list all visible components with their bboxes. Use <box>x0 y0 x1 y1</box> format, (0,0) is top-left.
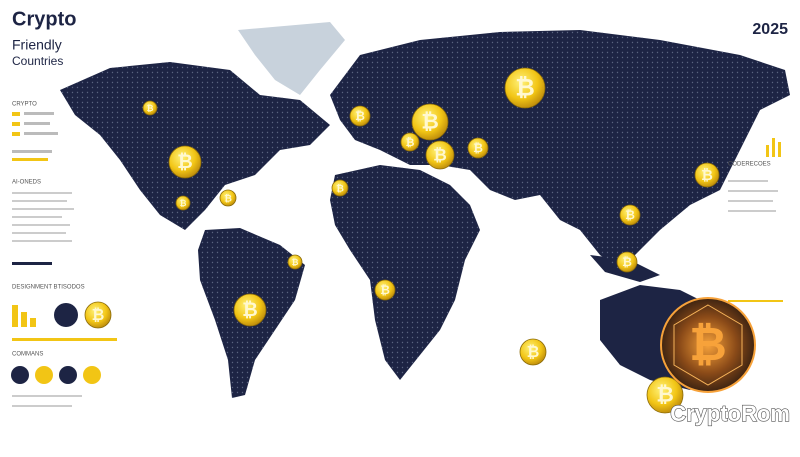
coin-symbol: ₿ <box>701 168 713 184</box>
coin-body <box>467 137 489 159</box>
coin-body <box>233 293 267 327</box>
coin: ₿ <box>233 293 267 327</box>
coin: ₿ <box>616 251 638 273</box>
coin-body <box>504 67 546 109</box>
coin-body <box>619 204 641 226</box>
coin: ₿ <box>287 254 303 270</box>
coin-symbol: ₿ <box>380 283 390 297</box>
subtitle: Countries <box>12 54 63 68</box>
coin-symbol: ₿ <box>92 306 105 324</box>
coin-body <box>660 297 756 393</box>
year: 2025 <box>752 21 788 38</box>
coin-symbol: ₿ <box>433 145 447 164</box>
coin: ₿ <box>694 162 720 188</box>
coin-symbol: ₿ <box>147 103 154 113</box>
coin-body <box>616 251 638 273</box>
coin-body <box>374 279 396 301</box>
panel-label: DESIGNMENT BTISODOS <box>12 285 85 291</box>
coin-symbol: ₿ <box>473 141 483 155</box>
coin: ₿ <box>467 137 489 159</box>
coin-body <box>400 132 420 152</box>
panel-label: CRYPTO <box>12 102 37 108</box>
coin-symbol: ₿ <box>177 152 193 173</box>
panel-label: COMMANS <box>12 352 43 358</box>
coin-symbol: ₿ <box>242 300 258 321</box>
coin-symbol: ₿ <box>527 343 540 361</box>
coin: ₿ <box>646 376 684 414</box>
coin: ₿ <box>84 301 112 329</box>
coin-body <box>349 105 371 127</box>
greenland <box>238 22 345 95</box>
coin-body <box>425 140 455 170</box>
coin-body <box>84 301 112 329</box>
coin-facets <box>673 304 743 386</box>
dot-overlay <box>60 30 790 398</box>
coin-symbol: ₿ <box>336 184 344 195</box>
coin-body <box>219 189 237 207</box>
coin-body <box>331 179 349 197</box>
coin: ₿ <box>504 67 546 109</box>
coin-symbol: ₿ <box>515 74 535 101</box>
watermark: CryptoRom <box>670 401 790 426</box>
featured-coin: ₿ <box>660 297 756 393</box>
coin-symbol: ₿ <box>406 137 415 149</box>
coin: ₿ <box>619 204 641 226</box>
coin: ₿ <box>331 179 349 197</box>
coin: ₿ <box>219 189 237 207</box>
coin-body <box>142 100 158 116</box>
coin-body <box>646 376 684 414</box>
coin-body <box>175 195 191 211</box>
right-panel-decor <box>728 138 783 302</box>
panel-label: CODERECOES <box>728 162 771 168</box>
left-panel-decor <box>11 112 117 407</box>
coin: ₿ <box>425 140 455 170</box>
panel-label: AI-ONEDS <box>12 180 41 186</box>
coin: ₿ <box>349 105 371 127</box>
coin-symbol: ₿ <box>689 318 727 370</box>
coin: ₿ <box>519 338 547 366</box>
coin-symbol: ₿ <box>625 208 635 222</box>
coin-symbol: ₿ <box>421 109 439 134</box>
coin-symbol: ₿ <box>224 194 232 205</box>
coin: ₿ <box>411 103 449 141</box>
coin-symbol: ₿ <box>292 257 299 267</box>
coin-body <box>411 103 449 141</box>
coin-body <box>519 338 547 366</box>
title: Crypto <box>12 8 76 30</box>
coin: ₿ <box>168 145 202 179</box>
subtitle: Friendly <box>12 37 62 53</box>
coin: ₿ <box>175 195 191 211</box>
coin-symbol: ₿ <box>355 109 365 123</box>
coin-body <box>287 254 303 270</box>
coin-symbol: ₿ <box>656 382 674 407</box>
coin-symbol: ₿ <box>622 255 632 269</box>
coin-body <box>168 145 202 179</box>
coin-symbol: ₿ <box>180 198 187 208</box>
coin: ₿ <box>142 100 158 116</box>
coin-body <box>694 162 720 188</box>
coin: ₿ <box>400 132 420 152</box>
coin: ₿ <box>374 279 396 301</box>
